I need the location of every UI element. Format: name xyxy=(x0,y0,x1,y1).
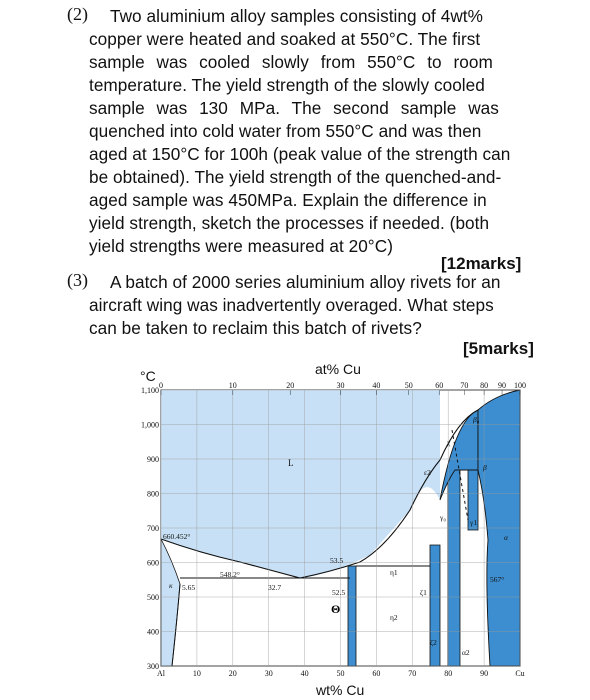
q2-line-3: sample was cooled slowly from 550°C to r… xyxy=(89,52,493,72)
q2-line-10: yield strength, sketch the processes if … xyxy=(89,213,490,233)
top-tick-label: 80 xyxy=(480,381,488,390)
liquid-region xyxy=(161,390,440,578)
bottom-tick-label: Cu xyxy=(515,669,524,678)
epsilon2-label: ε2 xyxy=(424,468,431,477)
al-melt-label: 660.452° xyxy=(163,532,190,541)
temp-tick-label: 500 xyxy=(147,593,159,602)
top-tick-label: 70 xyxy=(460,381,468,390)
q2-line-4: temperature. The yield strength of the s… xyxy=(89,75,485,95)
solubility-label: 5.65 xyxy=(182,583,195,592)
top-tick-label: 90 xyxy=(498,381,506,390)
temp-tick-label: 400 xyxy=(147,628,159,637)
q2-marks: [12marks] xyxy=(441,254,522,273)
bottom-tick-label: 20 xyxy=(229,669,237,678)
temp-tick-label: 800 xyxy=(147,490,159,499)
bottom-tick-label: 30 xyxy=(265,669,273,678)
temp-tick-labels: 1,100 1,000 900 800 700 600 500 400 300 xyxy=(141,386,159,671)
temp-567-label: 567° xyxy=(490,575,504,584)
top-tick-label: 30 xyxy=(337,381,345,390)
question-3-number: (3) xyxy=(67,270,88,290)
q2-line-5: sample was 130 MPa. The second sample wa… xyxy=(89,98,499,118)
comp-525-label: 52.5 xyxy=(332,588,345,597)
grid xyxy=(160,389,521,667)
q2-line-6: quenched into cold water from 550°C and … xyxy=(89,121,482,141)
top-tick-label: 0 xyxy=(159,381,163,390)
bottom-tick-label: 60 xyxy=(372,669,380,678)
eutectic-temp-label: 548.2° xyxy=(220,570,240,579)
bottom-tick-label: 70 xyxy=(408,669,416,678)
top-tick-labels: 0 10 20 30 40 50 60 70 80 90 100 xyxy=(159,381,526,390)
theta-band xyxy=(347,565,357,667)
alpha-label: α xyxy=(504,533,509,542)
bottom-tick-label: 80 xyxy=(444,669,452,678)
temp-unit-label: °C xyxy=(140,368,156,384)
chi-label: χ xyxy=(447,438,451,447)
q3-line-1: A batch of 2000 series aluminium alloy r… xyxy=(110,272,501,292)
top-axis-title: at% Cu xyxy=(315,361,361,377)
liquidus-line xyxy=(160,409,479,579)
eta2-label: η2 xyxy=(390,613,398,622)
question-2-number: (2) xyxy=(67,4,88,24)
top-tick-label: 60 xyxy=(435,381,443,390)
temp-tick-label: 600 xyxy=(147,559,159,568)
liquid-label: L xyxy=(288,458,294,468)
eutectic-comp-label: 32.7 xyxy=(268,583,281,592)
beta0-label: β₀ xyxy=(472,415,480,424)
top-tick-label: 40 xyxy=(372,381,380,390)
bottom-tick-label: 40 xyxy=(301,669,309,678)
alpha2-label: α2 xyxy=(462,648,470,657)
beta-label: β xyxy=(482,463,487,472)
theta-label: Θ xyxy=(331,602,340,616)
gamma0-label: γ₀ xyxy=(439,513,446,522)
q3-line-2: aircraft wing was inadvertently overaged… xyxy=(89,295,494,315)
q3-marks: [5marks] xyxy=(463,339,534,358)
bottom-tick-label: 50 xyxy=(337,669,345,678)
q2-line-7: aged at 150°C for 100h (peak value of th… xyxy=(89,144,511,164)
gamma1-label: γ1 xyxy=(469,518,477,527)
q2-line-9: aged sample was 450MPa. Explain the diff… xyxy=(89,190,487,210)
solvus-line xyxy=(171,583,181,667)
q2-line-2: copper were heated and soaked at 550°C. … xyxy=(89,29,481,49)
zeta1-label: ζ1 xyxy=(420,588,427,597)
q2-line-11: yield strengths were measured at 20°C) xyxy=(89,236,393,256)
bottom-tick-labels: Al 10 20 30 40 50 60 70 80 90 Cu xyxy=(157,669,525,678)
comp-535-label: 53.5 xyxy=(330,556,343,565)
kappa-label: κ xyxy=(169,581,173,590)
q2-line-1: Two aluminium alloy samples consisting o… xyxy=(110,6,483,26)
bottom-tick-label: 90 xyxy=(480,669,488,678)
bottom-axis-title: wt% Cu xyxy=(315,682,364,698)
q3-line-3: can be taken to reclaim this batch of ri… xyxy=(89,318,422,338)
temp-tick-label: 900 xyxy=(147,455,159,464)
temp-tick-label: 700 xyxy=(147,524,159,533)
zeta2-label: ζ2 xyxy=(430,638,437,647)
temp-tick-label: 300 xyxy=(147,662,159,671)
eta1-label: η1 xyxy=(390,568,398,577)
top-tick-label: 20 xyxy=(286,381,294,390)
temp-tick-label: 1,000 xyxy=(141,421,159,430)
temp-tick-label: 1,100 xyxy=(141,386,159,395)
bottom-tick-label: 10 xyxy=(193,669,201,678)
q2-line-8: be obtained). The yield strength of the … xyxy=(89,167,502,187)
bottom-tick-label: Al xyxy=(157,669,166,678)
top-tick-label: 100 xyxy=(514,381,526,390)
top-tick-label: 10 xyxy=(229,381,237,390)
top-tick-label: 50 xyxy=(405,381,413,390)
